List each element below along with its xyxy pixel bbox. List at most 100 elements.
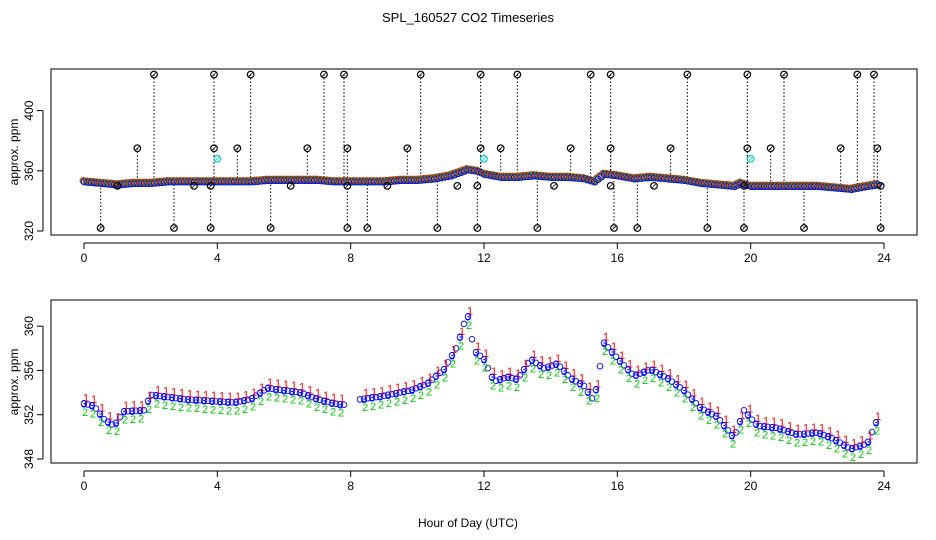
x-tick-label: 24 [877, 251, 891, 265]
series-2-glyph: 2 [450, 359, 456, 371]
series-1-glyph: 1 [715, 405, 721, 417]
mean-circle [588, 395, 596, 402]
series-1-glyph: 1 [739, 410, 745, 422]
series-3-glyph: 3 [745, 410, 751, 422]
series-2-glyph: 2 [498, 383, 504, 395]
series-1-glyph: 1 [683, 379, 689, 391]
series-3-glyph: 3 [841, 440, 847, 452]
series-2-glyph: 2 [146, 404, 152, 416]
series-1-glyph: 1 [747, 404, 753, 416]
series-2-glyph: 2 [458, 340, 464, 352]
mean-circle [624, 366, 632, 373]
outlier-point-slash [341, 72, 347, 77]
series-1-glyph: 1 [819, 422, 825, 434]
series-1-glyph: 1 [107, 411, 113, 423]
mean-circle [464, 313, 472, 320]
series-3-glyph: 3 [785, 427, 791, 439]
series-2-glyph: 2 [170, 401, 176, 413]
outlier-point [853, 70, 862, 79]
series-1-glyph: 1 [259, 382, 265, 394]
series-3-glyph: 3 [313, 394, 319, 406]
outlier-point-slash [608, 145, 613, 151]
top-y-axis: 320 360 400 [22, 100, 44, 241]
outlier-point-slash [878, 183, 883, 189]
x-tick-label: 12 [477, 251, 491, 265]
mean-circle [440, 366, 448, 373]
mean-circle [196, 397, 204, 404]
series-2-glyph: 2 [98, 417, 104, 429]
mean-circle [824, 433, 832, 440]
series-3-glyph: 3 [801, 429, 807, 441]
outlier-point [246, 70, 255, 79]
series-2-glyph: 2 [570, 382, 576, 394]
series-2-glyph: 2 [234, 405, 240, 417]
series-1-glyph: 1 [507, 366, 513, 378]
outlier-point-slash [405, 145, 410, 151]
series-2-glyph: 2 [530, 363, 536, 375]
series-2-glyph: 2 [738, 425, 744, 437]
mean-circle [208, 397, 216, 405]
series-3-glyph: 3 [129, 406, 135, 418]
series-2-glyph: 2 [714, 419, 720, 431]
x-tick-label: 16 [611, 479, 625, 493]
series-1-glyph: 1 [587, 381, 593, 393]
series-1-glyph: 1 [635, 364, 641, 376]
series-3-glyph: 3 [273, 384, 279, 396]
outlier-point-slash [211, 145, 217, 151]
outlier-point [550, 181, 558, 190]
mean-circle [808, 429, 816, 437]
series-3-glyph: 3 [681, 385, 687, 397]
mean-circle [300, 390, 308, 398]
mean-circle [680, 387, 688, 394]
outlier-point-slash [98, 225, 103, 231]
mean-circle [772, 424, 780, 432]
mean-circle [524, 360, 532, 367]
outlier-point [766, 144, 775, 153]
outlier-point-slash [515, 72, 520, 77]
series-3-glyph: 3 [617, 356, 623, 368]
outlier-point-slash [268, 225, 273, 231]
mean-circle [424, 379, 432, 387]
series-2-glyph: 2 [626, 373, 632, 385]
series-3-glyph: 3 [473, 347, 479, 359]
mean-circle [724, 427, 732, 434]
series-3-glyph: 3 [361, 394, 367, 406]
outlier-point-slash [365, 225, 370, 231]
series-1-glyph: 1 [251, 387, 257, 399]
outlier-point [740, 181, 748, 190]
mean-circle [472, 349, 480, 356]
mean-circle [816, 430, 824, 437]
series-1-glyph: 1 [403, 380, 409, 392]
mean-circle [364, 394, 372, 402]
cyan-point-slash [748, 156, 753, 162]
series-2-glyph: 2 [274, 393, 280, 405]
series-3-glyph: 3 [465, 312, 471, 324]
outlier-point [800, 224, 808, 232]
top-points [79, 70, 885, 232]
outlier-point [233, 144, 242, 153]
mean-circle [92, 405, 100, 412]
series-3-glyph: 3 [153, 390, 159, 402]
series-2-glyph: 2 [154, 399, 160, 411]
series-2-glyph: 2 [418, 390, 424, 402]
outlier-point [780, 70, 788, 79]
series-3-glyph: 3 [849, 444, 855, 456]
outlier-point-slash [768, 145, 773, 151]
outlier-point-slash [871, 72, 877, 77]
mean-circle [788, 429, 796, 437]
series-3-glyph: 3 [201, 396, 207, 408]
series-1-glyph: 1 [267, 377, 273, 389]
mean-circle [496, 376, 504, 383]
series-1-glyph: 1 [451, 344, 457, 356]
series-3-glyph: 3 [753, 419, 759, 431]
x-tick-label: 8 [347, 251, 354, 265]
mean-circle [868, 428, 876, 436]
series-2-glyph: 2 [514, 382, 520, 394]
series-3-glyph: 3 [777, 424, 783, 436]
outlier-point [743, 70, 752, 79]
outlier-point-slash [611, 225, 617, 231]
mean-circle [176, 395, 184, 402]
outlier-point [650, 181, 658, 190]
outlier-point-slash [455, 183, 460, 189]
mean-circle [848, 445, 856, 452]
